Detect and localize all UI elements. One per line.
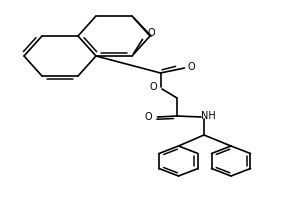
Text: O: O (187, 62, 195, 72)
Text: O: O (145, 112, 152, 122)
Text: NH: NH (201, 111, 216, 121)
Text: O: O (149, 82, 157, 92)
Text: O: O (148, 28, 155, 38)
